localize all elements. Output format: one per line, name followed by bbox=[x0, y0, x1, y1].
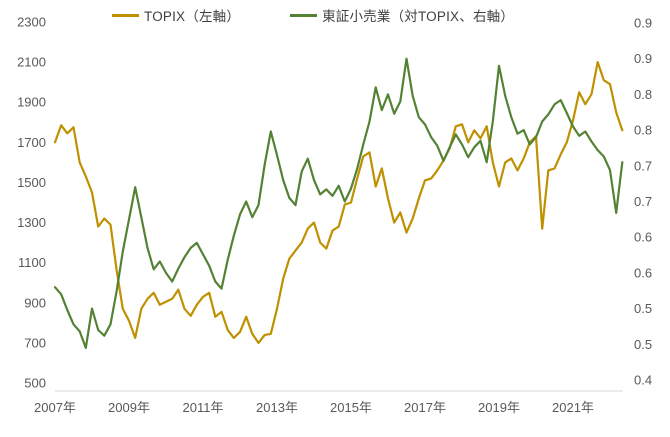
y-right-tick-label: 0.9 bbox=[634, 51, 652, 66]
y-left-tick-label: 700 bbox=[24, 335, 46, 350]
x-axis-tick-label: 2011年 bbox=[183, 400, 224, 415]
legend-label-retail: 東証小売業（対TOPIX、右軸） bbox=[322, 9, 515, 24]
y-left-tick-label: 1900 bbox=[17, 95, 46, 110]
y-right-tick-label: 0.8 bbox=[634, 123, 652, 138]
y-right-tick-label: 0.5 bbox=[634, 301, 652, 316]
y-right-tick-label: 0.9 bbox=[634, 16, 652, 31]
y-left-tick-label: 1700 bbox=[17, 135, 46, 150]
y-left-tick-label: 900 bbox=[24, 295, 46, 310]
y-right-tick-label: 0.6 bbox=[634, 265, 652, 280]
legend-item-topix: TOPIX（左軸） bbox=[112, 5, 240, 25]
x-axis-tick-label: 2015年 bbox=[330, 400, 372, 415]
y-left-tick-label: 1500 bbox=[17, 175, 46, 190]
y-right-tick-label: 0.7 bbox=[634, 158, 652, 173]
y-right-tick-label: 0.5 bbox=[634, 337, 652, 352]
y-left-tick-label: 2300 bbox=[17, 15, 46, 30]
y-left-tick-label: 1100 bbox=[18, 255, 46, 270]
y-left-tick-label: 500 bbox=[24, 376, 46, 391]
y-left-tick-label: 1300 bbox=[17, 215, 46, 230]
x-axis-tick-label: 2009年 bbox=[108, 400, 150, 415]
retail-ratio-series-line bbox=[53, 57, 624, 349]
chart-legend: TOPIX（左軸） 東証小売業（対TOPIX、右軸） bbox=[112, 5, 514, 25]
x-axis-tick-label: 2007年 bbox=[34, 400, 76, 415]
y-left-tick-label: 2100 bbox=[17, 55, 46, 70]
y-right-tick-label: 0.4 bbox=[634, 373, 652, 388]
x-axis-tick-label: 2019年 bbox=[478, 400, 520, 415]
legend-item-retail: 東証小売業（対TOPIX、右軸） bbox=[290, 5, 514, 25]
y-right-tick-label: 0.7 bbox=[634, 194, 652, 209]
y-right-tick-label: 0.8 bbox=[634, 87, 652, 102]
topix-series-line bbox=[53, 60, 624, 344]
topix-line-swatch bbox=[112, 13, 139, 17]
x-axis-tick-label: 2017年 bbox=[404, 400, 446, 415]
legend-label-topix: TOPIX（左軸） bbox=[144, 9, 241, 24]
x-axis-tick-label: 2013年 bbox=[256, 400, 298, 415]
retail-line-swatch bbox=[290, 13, 318, 17]
x-axis-tick-label: 2021年 bbox=[552, 400, 594, 415]
y-right-tick-label: 0.6 bbox=[634, 230, 652, 245]
